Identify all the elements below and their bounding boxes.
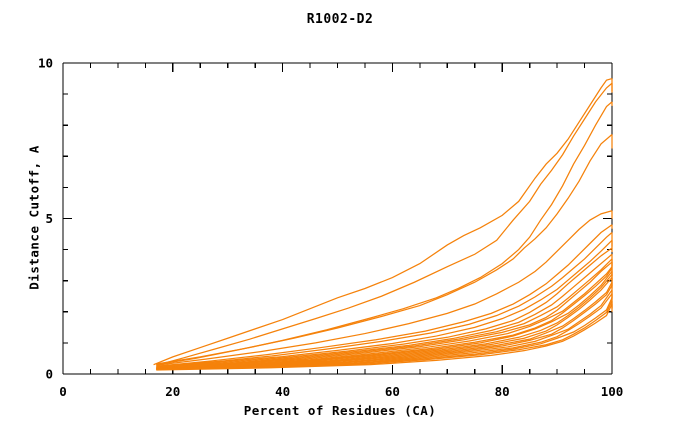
y-tick-label: 5 (45, 211, 53, 226)
data-series-line (156, 258, 613, 369)
data-series-line (156, 253, 613, 369)
data-series-line (156, 289, 613, 370)
chart-title: R1002-D2 (306, 12, 374, 27)
x-tick-label: 40 (275, 384, 290, 399)
data-series-line (156, 247, 613, 368)
x-tick-label: 80 (495, 384, 510, 399)
x-tick-label: 60 (385, 384, 400, 399)
data-series-line (156, 303, 613, 371)
data-series-line (156, 210, 613, 366)
data-series-line (156, 270, 613, 370)
data-series-line (156, 261, 613, 369)
x-axis-label: Percent of Residues (CA) (243, 403, 437, 418)
data-series-line (156, 82, 613, 366)
data-series-line (156, 134, 613, 365)
data-series-line (156, 232, 613, 367)
data-series-line (156, 285, 613, 370)
data-series-line (156, 281, 613, 370)
data-series-group (153, 77, 613, 371)
data-series-line (156, 297, 613, 371)
data-series-line (156, 300, 613, 371)
data-series-line (156, 267, 613, 370)
y-tick-label: 0 (45, 367, 53, 382)
x-tick-label: 0 (59, 384, 67, 399)
tick-labels-group: 0 20 40 60 80 100 0 5 10 (38, 56, 623, 400)
data-series-line (156, 239, 613, 368)
y-tick-label: 10 (38, 56, 53, 71)
x-tick-label: 100 (601, 384, 624, 399)
data-series-line (156, 277, 613, 370)
data-series-line (156, 266, 613, 370)
data-series-line (153, 77, 613, 366)
x-tick-label: 20 (165, 384, 180, 399)
data-series-line (156, 274, 613, 370)
data-series-line (156, 224, 613, 367)
